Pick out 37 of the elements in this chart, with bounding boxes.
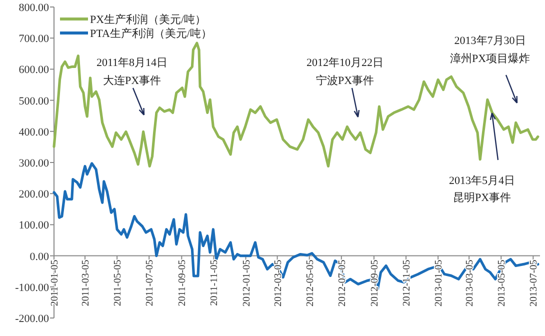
y-tick-label: -100.00 xyxy=(15,282,50,294)
y-tick-label: 400.00 xyxy=(18,126,50,138)
x-tick-label: 2011-05-05 xyxy=(112,260,124,306)
y-tick-label: 100.00 xyxy=(18,220,50,232)
x-tick-label: 2013-07-05 xyxy=(528,260,540,306)
x-tick-label: 2013-01-05 xyxy=(434,260,445,306)
y-tick-label: 500.00 xyxy=(18,95,50,108)
x-tick-label: 2013-03-05 xyxy=(464,260,476,306)
x-tick-label: 2011-03-05 xyxy=(80,260,92,306)
y-tick-label: 600.00 xyxy=(18,64,50,76)
annotation: 昆明PX事件 xyxy=(452,192,512,204)
annotation: 大连PX事件 xyxy=(102,75,162,87)
x-tick-label: 2012-01-05 xyxy=(241,260,252,306)
annotation: 2011年8月14日 xyxy=(96,57,168,69)
annotation: 漳州PX项目爆炸 xyxy=(450,53,530,65)
y-tick-label: 200.00 xyxy=(18,188,50,201)
x-tick-label: 2011-09-05 xyxy=(177,260,188,306)
x-tick-label: 2012-09-05 xyxy=(369,260,380,306)
y-tick-label: -200.00 xyxy=(15,313,50,325)
x-tick-label: 2013-05-05 xyxy=(496,260,508,306)
y-tick-label: 700.00 xyxy=(18,33,50,46)
annotation: 2012年10月22日 xyxy=(306,57,384,69)
y-tick-label: 800.00 xyxy=(18,2,50,14)
x-tick-label: 2012-03-05 xyxy=(272,260,284,306)
x-tick-label: 2011-11-05 xyxy=(209,260,220,306)
legend-label: PTA生产利润（美元/吨） xyxy=(90,27,212,40)
annotation: 2013年7月30日 xyxy=(454,35,526,47)
annotation: 2013年5月4日 xyxy=(449,175,515,187)
x-tick-label: 2011-07-05 xyxy=(144,260,156,306)
x-tick-label: 2012-05-05 xyxy=(304,260,316,306)
x-tick-label: 2011-01-05 xyxy=(50,260,60,306)
x-tick-label: 2012-11-05 xyxy=(402,260,413,306)
y-tick-label: 0.00 xyxy=(30,250,50,263)
legend-label: PX生产利润（美元/吨） xyxy=(90,13,206,26)
y-tick-label: 300.00 xyxy=(18,158,50,170)
x-tick-label: 2012-07-05 xyxy=(336,260,348,306)
annotation: 宁波PX事件 xyxy=(316,75,374,87)
